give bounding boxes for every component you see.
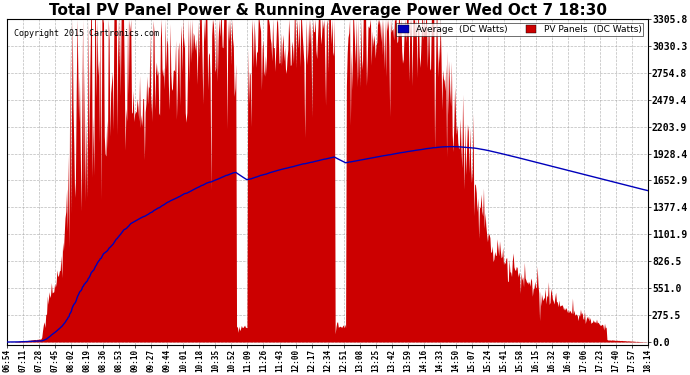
Text: Copyright 2015 Cartronics.com: Copyright 2015 Cartronics.com — [14, 29, 159, 38]
Legend: Average  (DC Watts), PV Panels  (DC Watts): Average (DC Watts), PV Panels (DC Watts) — [396, 24, 643, 36]
Title: Total PV Panel Power & Running Average Power Wed Oct 7 18:30: Total PV Panel Power & Running Average P… — [48, 3, 607, 18]
